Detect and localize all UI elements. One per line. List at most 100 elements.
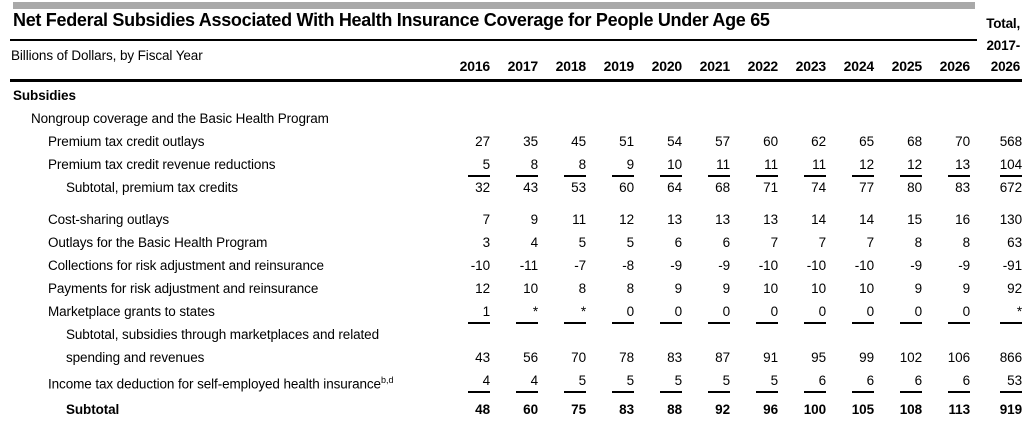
value-cell: 8 (538, 153, 586, 177)
row-label-line1: Payments for risk adjustment and reinsur… (48, 281, 319, 296)
value-cell: 6 (722, 235, 731, 250)
value-cell: 13 (715, 212, 730, 227)
table-row: Income tax deduction for self-employed h… (10, 369, 1022, 393)
value-cell (874, 84, 922, 107)
total-value-cell: 104 (970, 153, 1022, 177)
table-row: Collections for risk adjustment and rein… (10, 254, 1022, 277)
table-row: Subsidies (10, 84, 1022, 107)
title-rule (10, 39, 977, 41)
total-value-cell: -91 (1002, 258, 1022, 273)
value-cell: 83 (667, 350, 682, 365)
value-cell: 60 (523, 402, 538, 417)
value-cell (922, 84, 970, 107)
row-label-line1: Subtotal (66, 402, 120, 417)
value-cell: 105 (851, 402, 874, 417)
row-label: Payments for risk adjustment and reinsur… (10, 277, 442, 300)
value-cell: 64 (667, 180, 682, 195)
value-cell: 12 (619, 212, 634, 227)
value-cell (730, 107, 778, 130)
year-header: 2026 (939, 58, 971, 74)
value-cell: 14 (811, 212, 826, 227)
total-value-cell: * (970, 300, 1022, 324)
value-cell: 5 (578, 235, 587, 250)
value-cell: 5 (586, 369, 634, 393)
table-row: Payments for risk adjustment and reinsur… (10, 277, 1022, 300)
table-row: Subtotal 48 60 75 83 88 92 96 100 105 108 113 919 (10, 398, 1022, 421)
value-cell: 11 (572, 212, 586, 227)
value-cell: 6 (778, 369, 826, 393)
value-cell (634, 107, 682, 130)
value-cell: 27 (475, 134, 490, 149)
value-cell: 1 (442, 300, 490, 324)
total-value-cell: 568 (999, 134, 1022, 149)
row-label-line1: Premium tax credit revenue reductions (48, 157, 276, 172)
year-header: 2020 (651, 58, 683, 74)
value-cell: 0 (682, 300, 730, 324)
value-cell (490, 84, 538, 107)
row-label: Outlays for the Basic Health Program (10, 231, 442, 254)
row-label: Premium tax credit outlays (10, 130, 442, 153)
value-cell: 9 (962, 281, 971, 296)
total-value-cell: 53 (970, 369, 1022, 393)
row-label: Subtotal (10, 398, 442, 421)
value-cell: 5 (730, 369, 778, 393)
value-cell: 80 (907, 180, 922, 195)
value-cell (682, 84, 730, 107)
value-cell (442, 84, 490, 107)
value-cell (490, 107, 538, 130)
value-cell: 13 (763, 212, 778, 227)
table-subtitle: Billions of Dollars, by Fiscal Year (11, 48, 203, 63)
total-header-line2: 2017- (986, 37, 1020, 53)
value-cell: 9 (530, 212, 539, 227)
value-cell: 108 (899, 402, 922, 417)
row-label: Collections for risk adjustment and rein… (10, 254, 442, 277)
value-cell: -10 (806, 258, 826, 273)
value-cell: 9 (674, 281, 683, 296)
value-cell: 0 (634, 300, 682, 324)
value-cell (586, 84, 634, 107)
value-cell: 8 (490, 153, 538, 177)
total-header-line3: 2026 (990, 59, 1020, 74)
value-cell: 9 (586, 153, 634, 177)
value-cell: 7 (818, 235, 827, 250)
value-cell: 12 (826, 153, 874, 177)
row-label-line1: Marketplace grants to states (48, 304, 215, 319)
value-cell: 8 (626, 281, 635, 296)
value-cell: 68 (715, 180, 730, 195)
value-cell: 60 (763, 134, 778, 149)
table-row: Premium tax credit outlays 27 35 45 51 54 57 6… (10, 130, 1022, 153)
value-cell (778, 84, 826, 107)
value-cell: 6 (674, 235, 683, 250)
value-cell: 7 (770, 235, 779, 250)
value-cell (538, 107, 586, 130)
value-cell: 8 (578, 281, 587, 296)
value-cell: 4 (442, 369, 490, 393)
total-value-cell: 672 (999, 180, 1022, 195)
value-cell: 12 (475, 281, 490, 296)
value-cell: 6 (922, 369, 970, 393)
year-header: 2022 (747, 58, 779, 74)
value-cell: 8 (962, 235, 971, 250)
value-cell: 62 (811, 134, 826, 149)
value-cell: 13 (667, 212, 682, 227)
year-header-spacer (10, 56, 442, 77)
total-value-cell: 866 (999, 350, 1022, 365)
table-row: Outlays for the Basic Health Program 3 4 5… (10, 231, 1022, 254)
value-cell: -10 (854, 258, 874, 273)
value-cell: 106 (947, 350, 970, 365)
value-cell: 35 (523, 134, 538, 149)
value-cell: 7 (482, 212, 491, 227)
value-cell: 88 (667, 402, 682, 417)
table-title: Net Federal Subsidies Associated With He… (13, 10, 770, 30)
row-label-line1: Nongroup coverage and the Basic Health P… (31, 111, 329, 126)
total-value-cell: 130 (999, 212, 1022, 227)
table-row: Nongroup coverage and the Basic Health P… (10, 107, 1022, 130)
total-value-cell: 63 (1007, 235, 1022, 250)
total-header-line1: Total, (986, 16, 1020, 31)
value-cell: 60 (619, 180, 634, 195)
value-cell: -8 (622, 258, 634, 273)
row-label: Marketplace grants to states (10, 300, 442, 323)
value-cell: 54 (667, 134, 682, 149)
row-label-line1: Cost-sharing outlays (48, 212, 170, 227)
